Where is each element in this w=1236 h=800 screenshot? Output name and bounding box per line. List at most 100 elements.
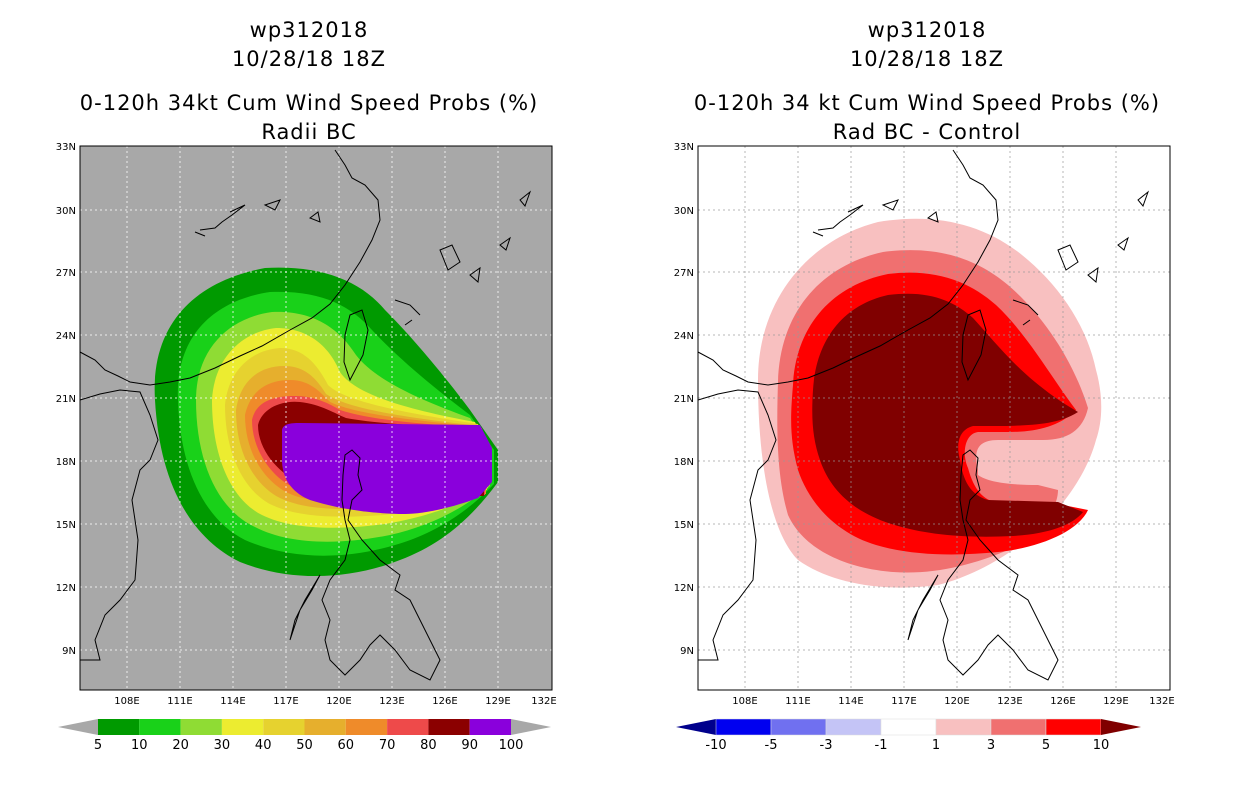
colorbar-swatch <box>180 719 222 735</box>
right-map-frame <box>697 145 1171 691</box>
colorbar-high-arrow <box>511 719 551 735</box>
lon-label: 114E <box>220 696 245 707</box>
colorbar-swatch <box>935 718 992 736</box>
lat-label: 9N <box>62 646 76 657</box>
colorbar-label: 1 <box>932 738 940 753</box>
colorbar-swatch <box>263 719 305 735</box>
colorbar-label: 20 <box>172 738 189 753</box>
colorbar-swatch <box>304 719 346 735</box>
colorbar-label: 10 <box>1093 738 1110 753</box>
colorbar-swatch <box>428 719 470 735</box>
colorbar-swatch <box>98 719 140 735</box>
colorbar-swatch <box>990 718 1047 736</box>
lat-label: 27N <box>674 268 694 279</box>
lat-label: 21N <box>56 394 76 405</box>
colorbar-label: 50 <box>296 738 313 753</box>
colorbar-label: 40 <box>255 738 272 753</box>
lon-label: 126E <box>1050 696 1075 707</box>
lat-label: 24N <box>56 331 76 342</box>
colorbar-label: -5 <box>765 738 778 753</box>
lon-label: 120E <box>326 696 351 707</box>
colorbar-swatch <box>715 718 772 736</box>
left-lat-labels: 33N 30N 27N 24N 21N 18N 15N 12N 9N <box>56 142 76 657</box>
colorbar-swatch <box>221 719 264 735</box>
lat-label: 30N <box>56 206 76 217</box>
colorbar-label: 90 <box>461 738 478 753</box>
lon-label: 120E <box>944 696 969 707</box>
colorbar-high-arrow <box>1101 719 1141 735</box>
colorbar-swatch <box>469 719 511 735</box>
colorbar-swatch <box>345 719 388 735</box>
colorbar-low-arrow <box>676 719 716 735</box>
lon-label: 108E <box>732 696 757 707</box>
colorbar-label: 10 <box>131 738 148 753</box>
colorbar-label: 30 <box>214 738 231 753</box>
left-datetime: 10/28/18 18Z <box>231 47 387 71</box>
lat-label: 18N <box>56 457 76 468</box>
colorbar-label: -3 <box>820 738 833 753</box>
colorbar-label: -10 <box>705 738 726 753</box>
colorbar-label: -1 <box>875 738 888 753</box>
lon-label: 123E <box>379 696 404 707</box>
lat-label: 21N <box>674 394 694 405</box>
lon-label: 132E <box>1149 696 1174 707</box>
right-datetime: 10/28/18 18Z <box>849 47 1005 71</box>
right-product-title: 0-120h 34 kt Cum Wind Speed Probs (%) <box>693 91 1161 115</box>
right-grid <box>698 146 1170 690</box>
left-map-frame <box>79 145 553 691</box>
right-lon-labels: 108E 111E 114E 117E 120E 123E 126E 129E … <box>732 696 1174 707</box>
lat-label: 18N <box>674 457 694 468</box>
lon-label: 108E <box>114 696 139 707</box>
left-lon-labels: 108E 111E 114E 117E 120E 123E 126E 129E … <box>114 696 556 707</box>
colorbar-label: 5 <box>94 738 102 753</box>
lon-label: 111E <box>167 696 192 707</box>
colorbar-swatch <box>139 719 181 735</box>
colorbar-label: 100 <box>499 738 524 753</box>
colorbar-swatch <box>880 718 937 736</box>
colorbar-label: 80 <box>420 738 437 753</box>
lon-label: 132E <box>531 696 556 707</box>
left-map: 33N 30N 27N 24N 21N 18N 15N 12N 9N 108E … <box>56 142 557 753</box>
lon-label: 129E <box>485 696 510 707</box>
colorbar-swatch <box>825 718 882 736</box>
left-storm-id: wp312018 <box>249 18 369 42</box>
right-coastlines <box>698 149 1150 681</box>
colorbar-low-arrow <box>58 719 98 735</box>
lon-label: 117E <box>891 696 916 707</box>
lat-label: 15N <box>56 520 76 531</box>
left-probability-contours <box>154 267 498 577</box>
lat-label: 15N <box>674 520 694 531</box>
colorbar-swatch <box>387 719 429 735</box>
left-subtitle: Radii BC <box>261 120 357 144</box>
lat-label: 12N <box>56 583 76 594</box>
colorbar-swatch <box>770 718 827 736</box>
right-lat-labels: 33N 30N 27N 24N 21N 18N 15N 12N 9N <box>674 142 694 657</box>
left-product-title: 0-120h 34kt Cum Wind Speed Probs (%) <box>79 91 539 115</box>
right-panel: wp312018 10/28/18 18Z 0-120h 34 kt Cum W… <box>618 0 1236 800</box>
right-colorbar: -10 -5 -3 -1 1 3 5 10 <box>676 718 1141 753</box>
lon-label: 114E <box>838 696 863 707</box>
lat-label: 33N <box>674 142 694 153</box>
colorbar-label: 70 <box>379 738 396 753</box>
lat-label: 33N <box>56 142 76 153</box>
left-panel: wp312018 10/28/18 18Z 0-120h 34kt Cum Wi… <box>56 18 557 753</box>
right-storm-id: wp312018 <box>867 18 987 42</box>
lon-label: 123E <box>997 696 1022 707</box>
lat-label: 30N <box>674 206 694 217</box>
colorbar-label: 3 <box>987 738 995 753</box>
lat-label: 24N <box>674 331 694 342</box>
colorbar-label: 5 <box>1042 738 1050 753</box>
left-coastlines <box>80 149 532 681</box>
left-grid <box>80 146 552 690</box>
lon-label: 126E <box>432 696 457 707</box>
lon-label: 111E <box>785 696 810 707</box>
colorbar-label: 60 <box>338 738 355 753</box>
right-map: 33N 30N 27N 24N 21N 18N 15N 12N 9N 108E … <box>674 142 1175 753</box>
colorbar-swatch <box>1045 718 1102 736</box>
lat-label: 9N <box>680 646 694 657</box>
lat-label: 12N <box>674 583 694 594</box>
lat-label: 27N <box>56 268 76 279</box>
right-subtitle: Rad BC - Control <box>832 120 1022 144</box>
lon-label: 117E <box>273 696 298 707</box>
lon-label: 129E <box>1103 696 1128 707</box>
